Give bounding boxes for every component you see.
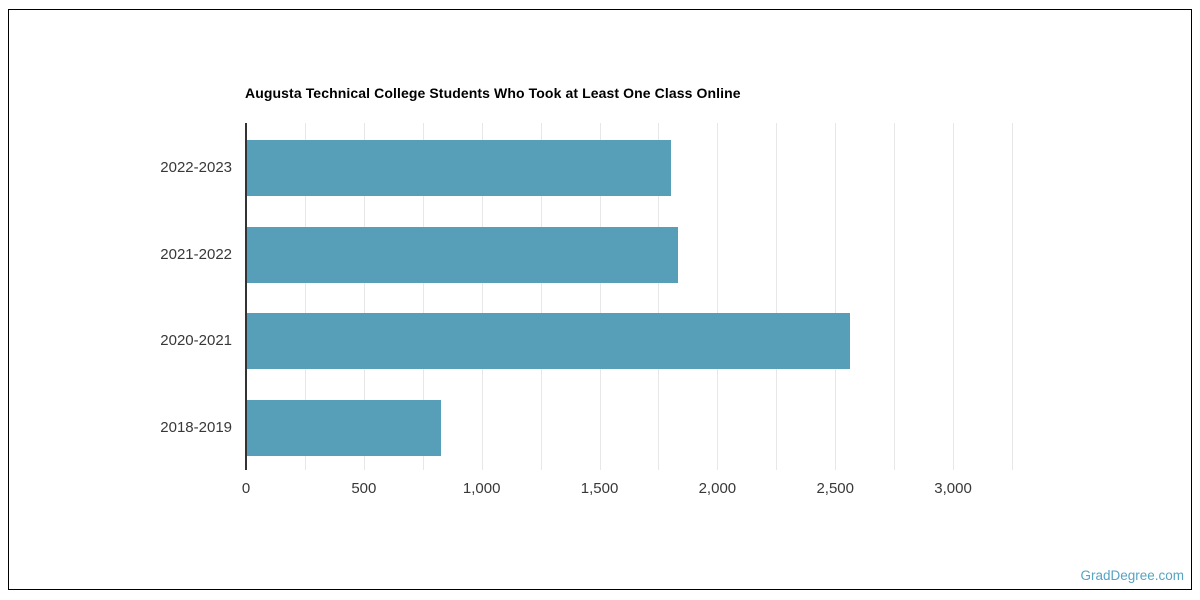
x-axis-label-3,000: 3,000 xyxy=(934,480,972,497)
y-axis-label-2018-2019: 2018-2019 xyxy=(160,419,232,437)
gridline-1000 xyxy=(481,123,483,470)
bar-2022-2023 xyxy=(247,139,672,196)
gridline-2750 xyxy=(894,123,896,470)
plot-area xyxy=(245,123,1013,470)
chart-title: Augusta Technical College Students Who T… xyxy=(245,85,741,101)
gridline-3000 xyxy=(953,123,955,470)
gridline-2250 xyxy=(776,123,778,470)
gridline-1250 xyxy=(540,123,542,470)
gridline-2500 xyxy=(835,123,837,470)
gridline-750 xyxy=(422,123,424,470)
x-axis-label-2,500: 2,500 xyxy=(816,480,854,497)
x-axis-label-500: 500 xyxy=(351,480,377,497)
x-axis-label-1,000: 1,000 xyxy=(462,480,501,497)
gridline-3250 xyxy=(1012,123,1013,470)
y-axis-label-2022-2023: 2022-2023 xyxy=(160,158,232,176)
x-axis-label-0: 0 xyxy=(241,480,251,497)
gridline-2000 xyxy=(717,123,719,470)
gridline-1500 xyxy=(599,123,601,470)
bar-2021-2022 xyxy=(247,226,679,283)
y-axis-label-2021-2022: 2021-2022 xyxy=(160,245,232,263)
gridline-1750 xyxy=(658,123,660,470)
bar-2020-2021 xyxy=(247,313,851,370)
gridline-500 xyxy=(363,123,365,470)
x-axis-label-1,500: 1,500 xyxy=(580,480,619,497)
watermark-link[interactable]: GradDegree.com xyxy=(1080,568,1184,583)
gridline-250 xyxy=(304,123,306,470)
x-axis-label-2,000: 2,000 xyxy=(698,480,737,497)
y-axis-label-2020-2021: 2020-2021 xyxy=(160,332,232,350)
y-axis-line xyxy=(245,123,247,470)
bar-2018-2019 xyxy=(247,400,442,457)
